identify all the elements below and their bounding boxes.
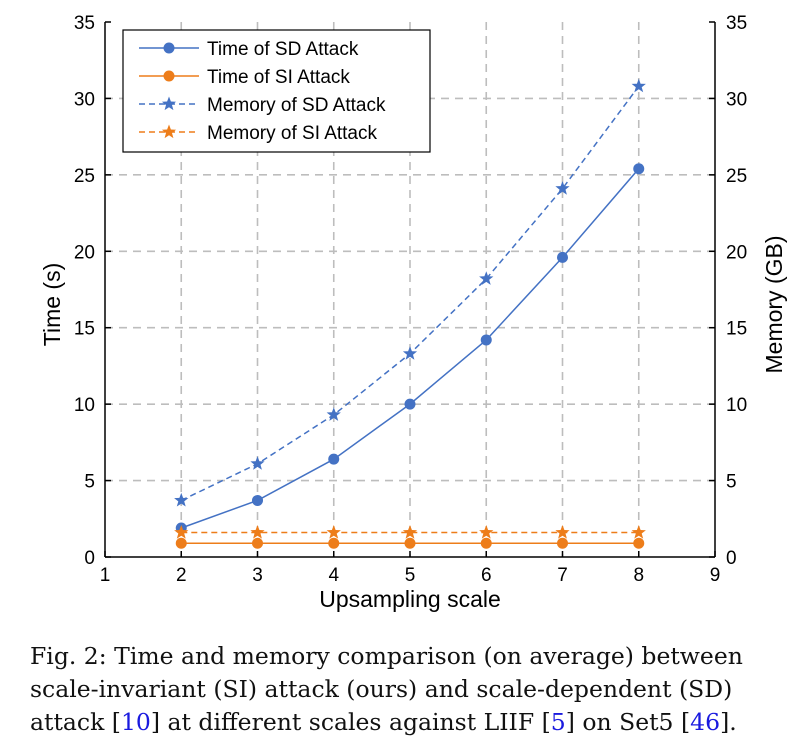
y-tick-label: 20 — [74, 242, 95, 263]
data-point — [326, 525, 341, 539]
x-tick-label: 2 — [176, 565, 187, 586]
y2-tick-label: 35 — [726, 13, 747, 34]
legend-marker — [161, 124, 177, 139]
y-tick-label: 35 — [74, 13, 95, 34]
x-tick-label: 4 — [328, 565, 339, 586]
data-point — [480, 537, 492, 549]
caption-text-1: Fig. 2: Time and memory comparison (on a… — [30, 642, 743, 736]
data-point — [174, 492, 189, 507]
y2-axis-label: Memory (GB) — [761, 236, 787, 374]
legend-marker — [163, 42, 175, 54]
data-point — [328, 453, 340, 465]
y2-tick-label: 0 — [726, 548, 737, 569]
y-tick-label: 30 — [74, 89, 95, 110]
series-memory-of-sd-attack — [174, 78, 646, 507]
caption-text-2: ] at different scales against LIIF [ — [150, 708, 551, 736]
caption-citation-link[interactable]: 10 — [120, 708, 151, 736]
data-point — [557, 537, 568, 549]
data-point — [252, 537, 263, 549]
caption-text-4: ]. — [720, 708, 737, 736]
y-tick-label: 5 — [84, 472, 95, 493]
data-point — [175, 537, 187, 549]
legend-marker — [163, 70, 175, 82]
legend-entry: Time of SI Attack — [207, 67, 350, 88]
legend: Time of SD Attack Time of SI Attack Memory… — [122, 29, 431, 153]
data-point — [404, 398, 416, 410]
y2-tick-label: 20 — [726, 242, 747, 263]
x-axis-label: Upsampling scale — [319, 586, 501, 612]
x-tick-label: 5 — [405, 565, 416, 586]
y-tick-label: 25 — [74, 166, 95, 187]
y-tick-label: 0 — [84, 548, 95, 569]
legend-entry: Memory of SI Attack — [207, 123, 377, 144]
data-point — [479, 271, 494, 285]
data-point — [555, 181, 570, 195]
data-point — [250, 456, 265, 470]
x-tick-label: 3 — [252, 565, 263, 586]
figure-caption: Fig. 2: Time and memory comparison (on a… — [30, 640, 800, 739]
y2-tick-label: 15 — [726, 319, 747, 340]
x-tick-label: 8 — [633, 565, 644, 586]
data-point — [402, 525, 418, 539]
data-point — [633, 537, 645, 549]
caption-citation-link[interactable]: 5 — [550, 708, 566, 736]
x-tick-label: 1 — [100, 565, 111, 586]
data-point — [402, 346, 418, 360]
series-layer — [174, 78, 646, 549]
data-point — [252, 494, 263, 506]
y-tick-label: 15 — [74, 319, 95, 340]
data-point — [631, 525, 646, 539]
x-tick-label: 7 — [557, 565, 568, 586]
y2-tick-label: 25 — [726, 166, 747, 187]
data-point — [328, 537, 340, 549]
legend-entry: Time of SD Attack — [207, 39, 359, 60]
caption-text-3: ] on Set5 [ — [565, 708, 691, 736]
data-point — [174, 525, 189, 539]
y-axis-label: Time (s) — [39, 263, 65, 346]
legend-entry: Memory of SD Attack — [207, 95, 386, 116]
series-memory-of-si-attack — [174, 525, 646, 539]
series-time-of-si-attack — [175, 537, 645, 549]
data-point — [633, 163, 645, 175]
x-tick-label: 6 — [481, 565, 492, 586]
y2-tick-label: 30 — [726, 89, 747, 110]
data-point — [557, 251, 568, 263]
x-tick-label: 9 — [710, 565, 721, 586]
y-tick-label: 10 — [74, 395, 95, 416]
data-point — [250, 525, 265, 539]
data-point — [479, 525, 494, 539]
legend-marker — [161, 96, 177, 111]
caption-citation-link[interactable]: 46 — [690, 708, 721, 736]
data-point — [631, 78, 646, 93]
data-point — [555, 525, 570, 539]
data-point — [404, 537, 416, 549]
y2-tick-label: 10 — [726, 395, 747, 416]
data-point — [480, 334, 492, 346]
data-point — [326, 407, 341, 421]
y2-tick-label: 5 — [726, 472, 737, 493]
